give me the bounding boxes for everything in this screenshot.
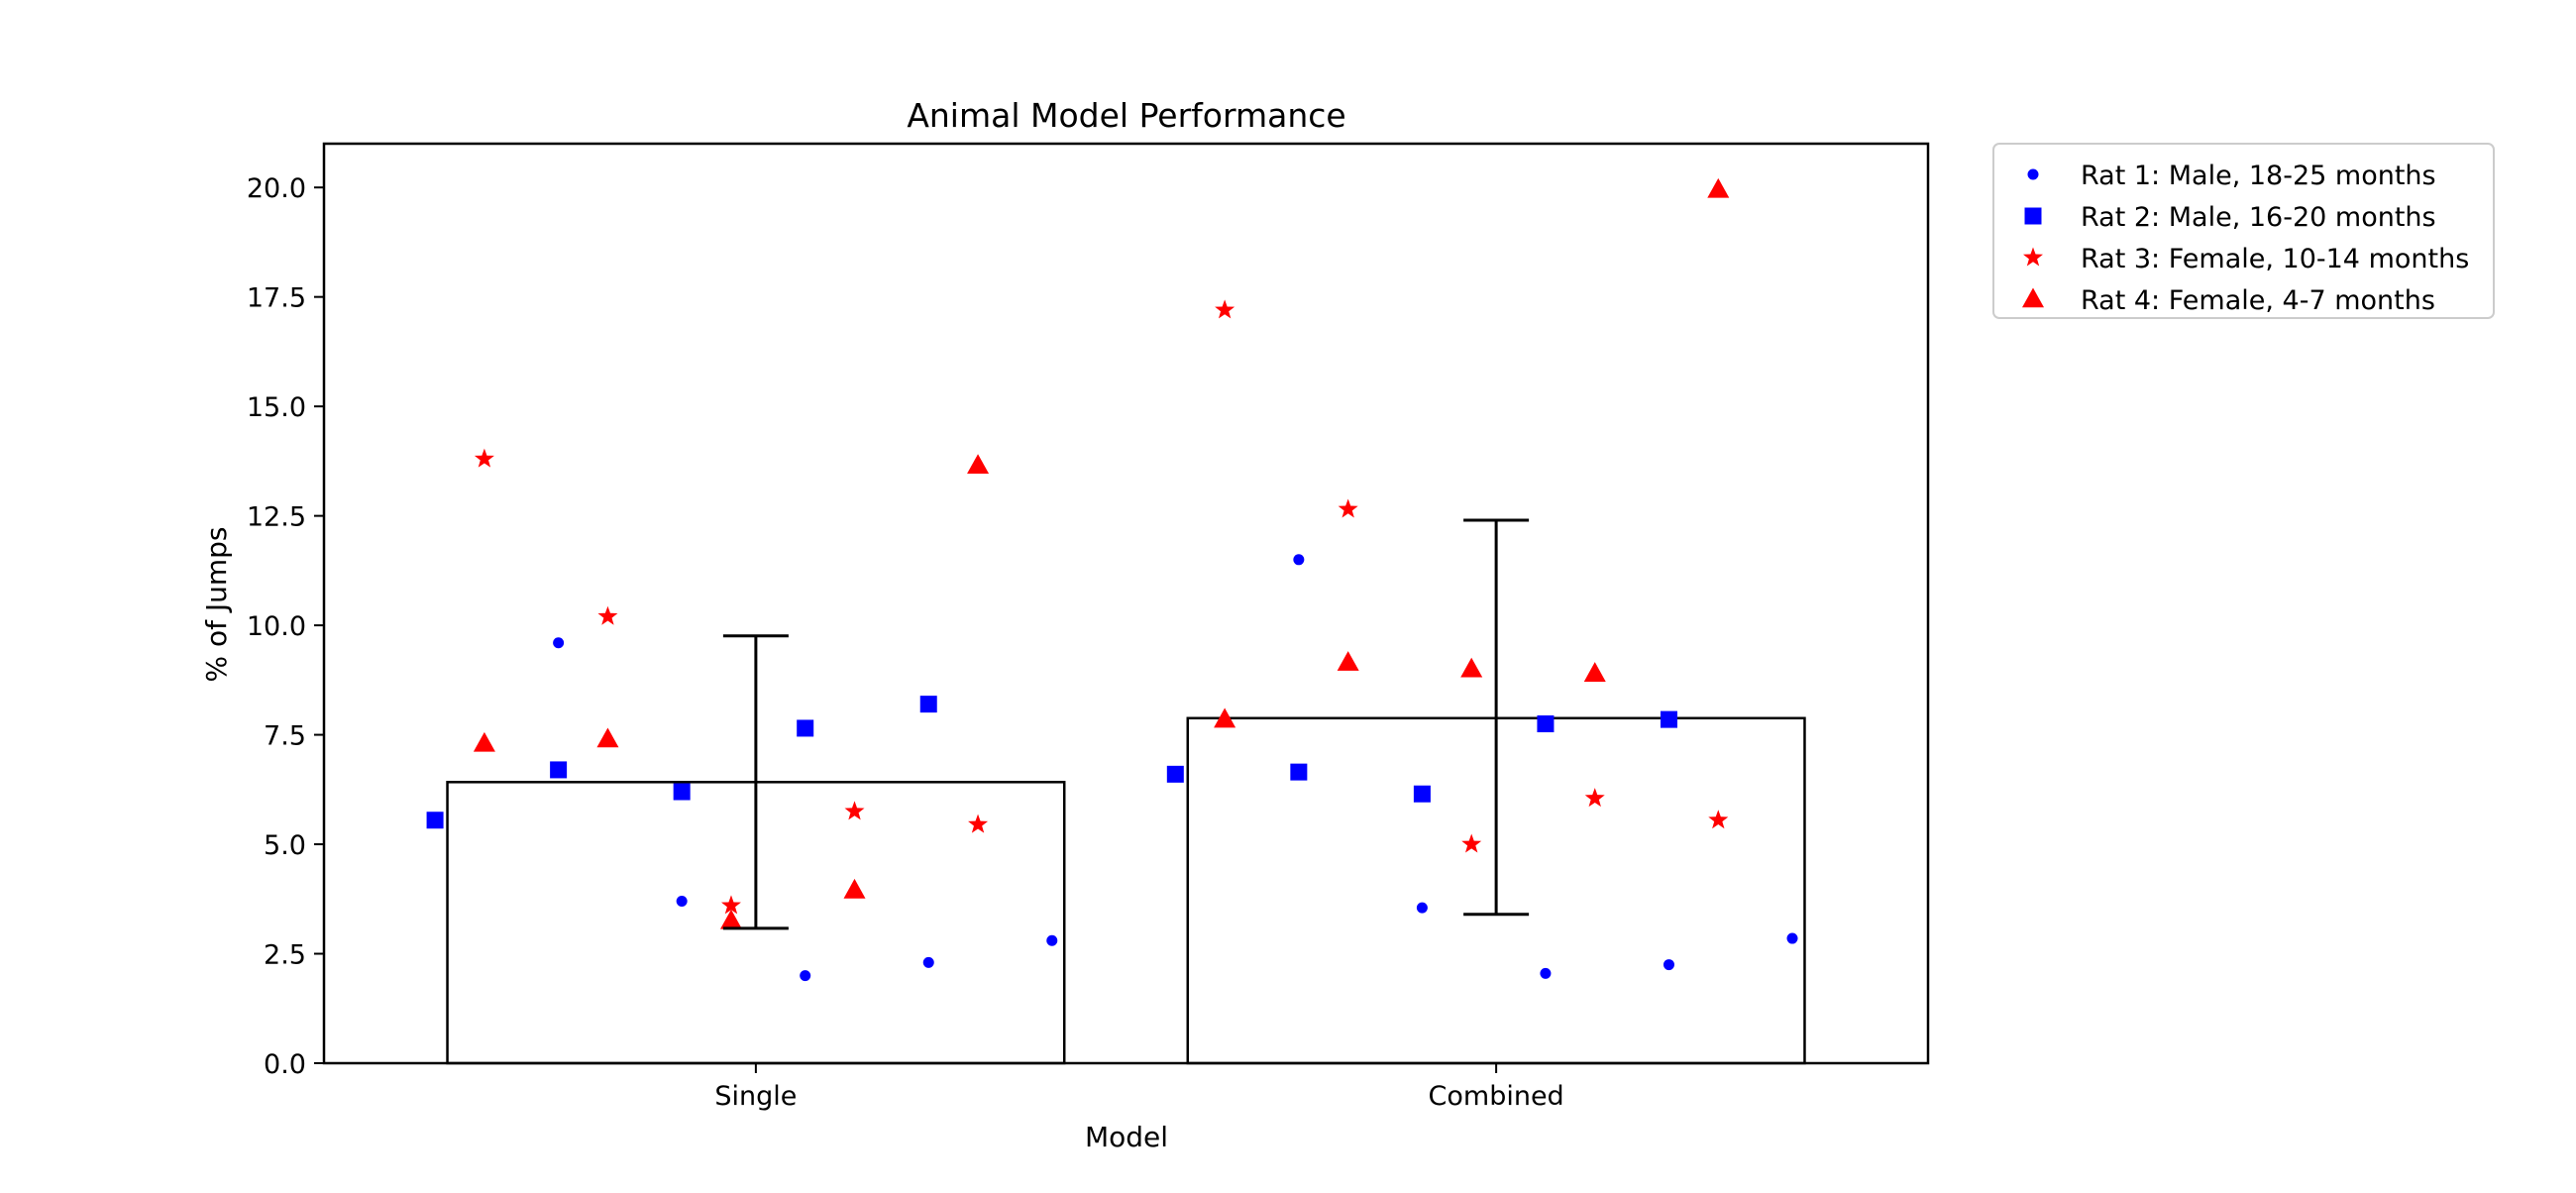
legend-marker [2027, 168, 2039, 180]
data-point [1166, 765, 1184, 783]
data-point [1460, 657, 1483, 678]
x-tick-label: Single [714, 1081, 797, 1112]
data-point [426, 812, 444, 829]
legend-entry: Rat 2: Male, 16-20 months [2024, 202, 2436, 233]
legend: Rat 1: Male, 18-25 months Rat 2: Male, 16… [1992, 143, 2495, 319]
y-tick-label: 0.0 [264, 1049, 306, 1080]
chart-title: Animal Model Performance [907, 96, 1345, 135]
series-4 [473, 177, 1730, 929]
y-tick-label: 10.0 [247, 611, 306, 642]
legend-label: Rat 2: Male, 16-20 months [2081, 202, 2436, 233]
data-point [844, 801, 865, 820]
data-point [1337, 651, 1359, 671]
data-point [676, 895, 688, 907]
legend-marker [2024, 207, 2042, 225]
data-point [1214, 707, 1236, 728]
data-point [968, 813, 989, 833]
y-tick-label: 7.5 [264, 721, 306, 752]
data-point [1583, 662, 1606, 682]
data-point [1215, 299, 1235, 319]
data-point [596, 727, 619, 748]
legend-entry: Rat 1: Male, 18-25 months [2027, 161, 2436, 191]
data-point [473, 731, 495, 752]
y-tick-label: 5.0 [264, 830, 306, 861]
data-point [1786, 932, 1798, 944]
data-point [967, 454, 990, 475]
legend-marker [2023, 247, 2043, 267]
data-point [1584, 788, 1605, 808]
legend-frame [1992, 143, 2495, 319]
data-point [1338, 498, 1358, 518]
legend-label: Rat 1: Male, 18-25 months [2081, 161, 2436, 191]
y-tick-label: 15.0 [247, 392, 306, 423]
data-point [919, 696, 937, 713]
y-tick-label: 12.5 [247, 502, 306, 533]
data-point [1290, 763, 1308, 781]
data-point [797, 719, 814, 737]
legend-label: Rat 4: Female, 4-7 months [2081, 285, 2435, 316]
data-point [474, 448, 494, 468]
y-tick-label: 20.0 [247, 173, 306, 204]
data-point [597, 605, 618, 625]
data-point [1413, 785, 1431, 803]
plot-frame [322, 142, 1930, 1065]
data-point [1416, 902, 1428, 914]
x-axis-label: Model [1085, 1121, 1168, 1153]
data-point [720, 895, 741, 915]
legend-entry: Rat 4: Female, 4-7 months [2022, 285, 2435, 316]
series-1 [553, 554, 1798, 982]
data-point [1293, 554, 1305, 566]
data-point [550, 761, 568, 779]
data-point [719, 909, 742, 929]
data-point [1537, 715, 1555, 733]
legend-label: Rat 3: Female, 10-14 months [2081, 244, 2469, 274]
data-point [922, 956, 934, 968]
legend-entry: Rat 3: Female, 10-14 months [2023, 244, 2469, 274]
data-point [1540, 967, 1552, 979]
y-axis-label: % of Jumps [200, 526, 233, 682]
data-point [553, 637, 565, 649]
data-point [1660, 710, 1677, 728]
y-tick-label: 17.5 [247, 283, 306, 314]
x-tick-label: Combined [1429, 1081, 1564, 1112]
error-bar-single [722, 634, 789, 930]
data-point [673, 783, 691, 801]
data-point [1046, 934, 1058, 946]
legend-marker [2022, 287, 2044, 308]
series-3 [474, 299, 1729, 915]
data-point [1707, 177, 1730, 198]
data-point [1708, 810, 1729, 829]
plot-area: 0.0 2.5 5.0 7.5 10.0 12.5 15.0 17.5 20.0 Single Co… [247, 142, 1930, 1112]
y-tick-label: 2.5 [264, 940, 306, 971]
data-point [843, 878, 866, 899]
data-point [1461, 833, 1482, 853]
series-2 [426, 696, 1677, 829]
data-point [800, 970, 811, 982]
error-bar-combined [1463, 518, 1530, 917]
data-point [1663, 959, 1674, 971]
